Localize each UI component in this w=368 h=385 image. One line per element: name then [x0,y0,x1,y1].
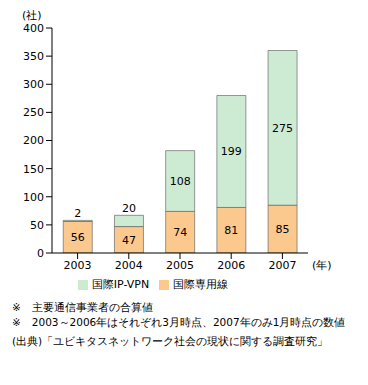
svg-text:350: 350 [23,50,44,63]
svg-text:0: 0 [37,247,44,260]
svg-text:20: 20 [122,202,136,215]
svg-text:(年): (年) [312,259,332,272]
svg-text:2004: 2004 [115,259,143,272]
svg-text:2006: 2006 [217,259,245,272]
svg-text:74: 74 [173,226,187,239]
html-text:国際専用線: 国際専用線 [173,278,229,291]
svg-text:150: 150 [23,163,44,176]
svg-text:2: 2 [74,207,81,220]
svg-text:81: 81 [224,224,238,237]
svg-text:300: 300 [23,78,44,91]
svg-text:108: 108 [170,175,191,188]
svg-text:47: 47 [122,234,136,247]
svg-text:85: 85 [276,223,290,236]
html-text:※ 2003～2006年はそれぞれ3月時点、2007年のみ1: ※ 2003～2006年はそれぞれ3月時点、2007年のみ1月時点の数値 [12,316,346,328]
html-text:※ 主要通信事業者の合算値: ※ 主要通信事業者の合算値 [12,301,153,313]
svg-text:275: 275 [272,122,293,135]
svg-text:200: 200 [23,134,44,147]
svg-text:56: 56 [71,231,85,244]
svg-text:400: 400 [23,22,44,35]
svg-text:2005: 2005 [166,259,194,272]
svg-text:2007: 2007 [268,259,296,272]
svg-text:100: 100 [23,191,44,204]
html-text:国際IP-VPN: 国際IP-VPN [91,278,150,291]
svg-text:50: 50 [30,219,44,232]
html-text:(出典)「ユビキタスネットワーク社会の現状に関する調査研究」: (出典)「ユビキタスネットワーク社会の現状に関する調査研究」 [12,335,329,347]
svg-text:199: 199 [221,145,242,158]
html-text:(社): (社) [22,9,42,22]
svg-text:2003: 2003 [64,259,92,272]
svg-text:250: 250 [23,106,44,119]
